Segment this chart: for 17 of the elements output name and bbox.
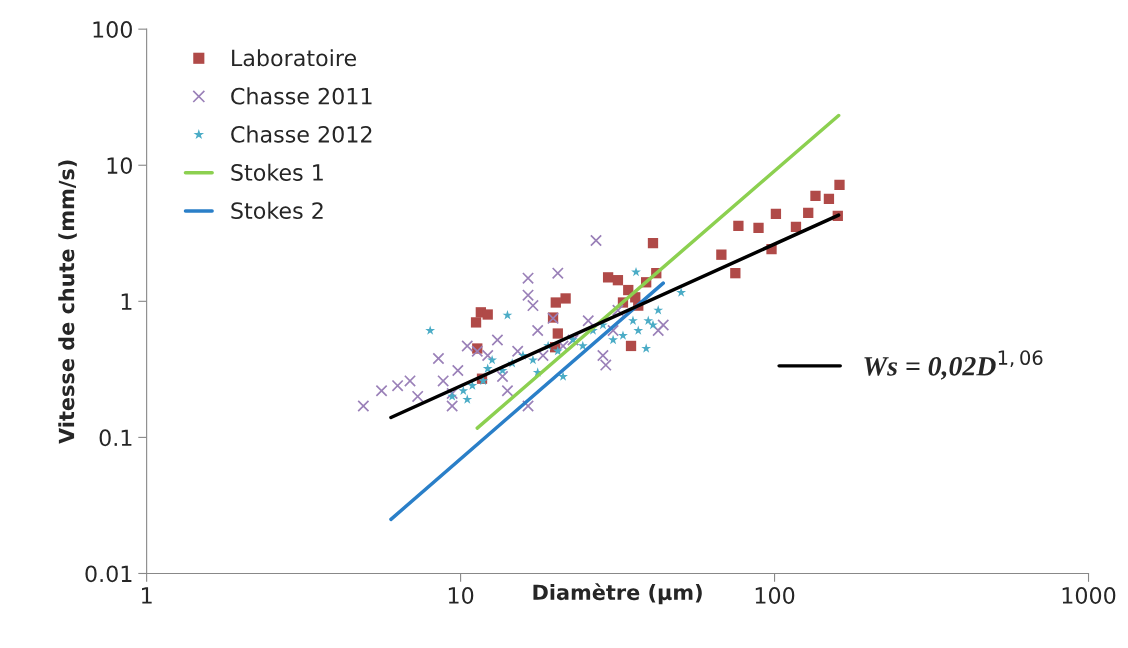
x-axis-title: Diamètre (µm) [533,583,702,605]
x-tick-label: 10 [448,587,474,604]
y-tick-label: 10 [107,157,132,174]
x-tick-label: 100 [755,587,795,604]
legend-label: Stokes 2 [231,201,323,220]
y-tick-label: 1 [121,293,132,310]
y-axis-title: Vitesse de chute (mm/s) [58,160,77,444]
legend-label: Stokes 1 [231,163,323,181]
y-tick-label: 0.1 [99,429,132,447]
legend-label: Chasse 2012 [231,125,372,143]
y-tick-label: 100 [93,21,132,38]
legend-label: Chasse 2011 [231,87,372,105]
legend-label: Laboratoire [232,49,356,67]
x-tick-label: 1000 [1062,587,1116,604]
x-tick-label: 1 [142,587,152,604]
y-tick-label: 0.01 [85,565,132,583]
legend-label: Ws = 0,02D$^{1,06}$ [864,350,1043,380]
